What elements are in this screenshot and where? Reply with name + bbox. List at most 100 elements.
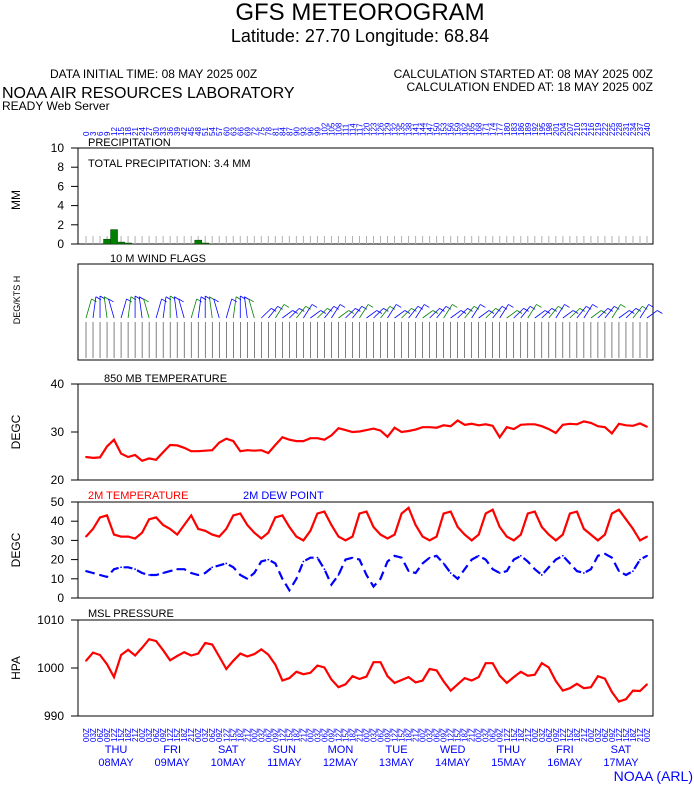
- top-hour-label: 12: [110, 127, 119, 136]
- t2m-line-point: [505, 535, 508, 538]
- wind-barb: [485, 308, 496, 319]
- top-hour-label: 129: [384, 122, 393, 136]
- wind-barb-feather: [529, 305, 536, 310]
- bottom-hour-label: 06Z: [545, 728, 554, 742]
- t850-line-point: [141, 459, 144, 462]
- bottom-hour-label: 03Z: [370, 728, 379, 742]
- t850-line-point: [463, 423, 466, 426]
- t850-line-point: [267, 452, 270, 455]
- bottom-hour-label: 12Z: [503, 728, 512, 742]
- calc-started: CALCULATION STARTED AT: 08 MAY 2025 00Z: [394, 67, 653, 81]
- bottom-hour-label: 21Z: [524, 728, 533, 742]
- top-hour-label: 93: [299, 127, 308, 136]
- top-hour-label: 63: [229, 127, 238, 136]
- t2m-panel: 2M TEMPERATURE 2M DEW POINT DEGC 50 40 30 2…: [9, 490, 654, 605]
- top-hour-label: 105: [327, 122, 336, 136]
- t2m-line-point: [540, 526, 543, 528]
- t2m-line-point: [204, 529, 207, 532]
- wind-barb: [338, 310, 350, 319]
- top-hour-label: 51: [201, 127, 210, 136]
- t2m-line-point: [575, 510, 578, 513]
- top-hour-label: 87: [285, 127, 294, 136]
- t2m-line-point: [225, 527, 228, 530]
- top-hour-label: 153: [440, 122, 449, 136]
- t850-line-point: [120, 452, 122, 455]
- dewpoint-legend: 2M DEW POINT: [243, 490, 324, 502]
- t2m-line-point: [218, 535, 221, 538]
- dewpoint-line-point: [141, 572, 144, 574]
- pressure-line-point: [288, 677, 291, 679]
- bottom-hour-label: 06Z: [601, 728, 610, 742]
- bottom-hour-label: 21Z: [356, 728, 365, 742]
- t850-line-point: [281, 436, 284, 439]
- dewpoint-line-point: [519, 554, 522, 557]
- top-hour-label: 228: [615, 122, 624, 136]
- wind-barb: [127, 296, 132, 319]
- bottom-hour-label: 18Z: [629, 728, 638, 742]
- wind-barb-feather: [607, 308, 614, 312]
- top-hour-label: 192: [531, 122, 540, 136]
- bottom-hour-label: 09Z: [440, 728, 449, 742]
- bottom-hour-label: 00Z: [306, 728, 315, 742]
- wind-barb: [387, 304, 397, 319]
- dewpoint-line-point: [330, 583, 333, 586]
- pressure-line-point: [547, 666, 550, 669]
- wind-barb: [190, 298, 198, 319]
- wind-barb: [85, 298, 92, 319]
- wind-ylabel: DEG/KTS H: [12, 276, 22, 325]
- top-hour-label: 39: [173, 127, 182, 136]
- t850-line-point: [85, 456, 87, 458]
- pressure-line-point: [267, 653, 270, 656]
- bottom-hour-label: 03Z: [594, 728, 603, 742]
- dewpoint-line-point: [134, 568, 136, 571]
- pressure-line-point: [442, 680, 445, 683]
- wind-barb: [408, 306, 419, 319]
- pressure-line-point: [428, 668, 431, 670]
- bottom-hour-label: 18Z: [124, 728, 133, 742]
- wind-barb: [625, 308, 637, 319]
- t2m-line-point: [190, 514, 193, 517]
- bottom-hour-label: 06Z: [489, 728, 498, 742]
- dewpoint-line-point: [561, 554, 564, 557]
- day-of-week-label: THU: [497, 744, 520, 756]
- wind-barb: [155, 298, 163, 319]
- t2m-line-point: [302, 539, 305, 542]
- pressure-line-point: [232, 659, 235, 662]
- dewpoint-line-point: [162, 572, 165, 574]
- wind-barb-feather: [585, 305, 592, 310]
- t850-line-point: [155, 458, 158, 461]
- t850-line-point: [127, 456, 129, 458]
- y-tick-label: 10: [51, 141, 65, 155]
- pressure-line-point: [470, 679, 473, 682]
- top-hour-label: 96: [306, 127, 315, 136]
- t850-line-point: [260, 449, 263, 452]
- date-label: 12MAY: [323, 757, 359, 769]
- top-hour-label: 126: [377, 122, 386, 136]
- top-hour-label: 240: [643, 122, 652, 136]
- bottom-hour-label: 03Z: [313, 728, 322, 742]
- wind-barb: [331, 304, 341, 319]
- pressure-line-point: [533, 673, 536, 676]
- wind-barb-feather: [495, 308, 501, 312]
- bottom-hour-label: 00Z: [194, 728, 203, 742]
- t2m-line-point: [183, 524, 186, 526]
- bottom-hour-label: 21Z: [580, 728, 589, 742]
- dewpoint-line-point: [632, 570, 634, 573]
- t850-line-point: [393, 426, 396, 429]
- t2m-line-point: [337, 535, 340, 538]
- t850-ylabel: DEGC: [9, 414, 23, 449]
- pressure-line-point: [365, 675, 368, 678]
- wind-barb-feather: [620, 304, 626, 308]
- day-of-week-label: THU: [105, 744, 128, 756]
- t2m-line-point: [92, 527, 94, 530]
- t850-line-point: [526, 423, 529, 426]
- t2m-line-point: [211, 533, 214, 536]
- date-label: 09MAY: [155, 757, 191, 769]
- wind-barb: [282, 310, 293, 319]
- wind-barb-feather: [231, 298, 237, 303]
- day-of-week-label: MON: [328, 744, 354, 756]
- date-label: 16MAY: [547, 757, 583, 769]
- wind-barb: [611, 304, 621, 319]
- wind-barb: [225, 298, 233, 319]
- bottom-hour-label: 09Z: [327, 728, 336, 742]
